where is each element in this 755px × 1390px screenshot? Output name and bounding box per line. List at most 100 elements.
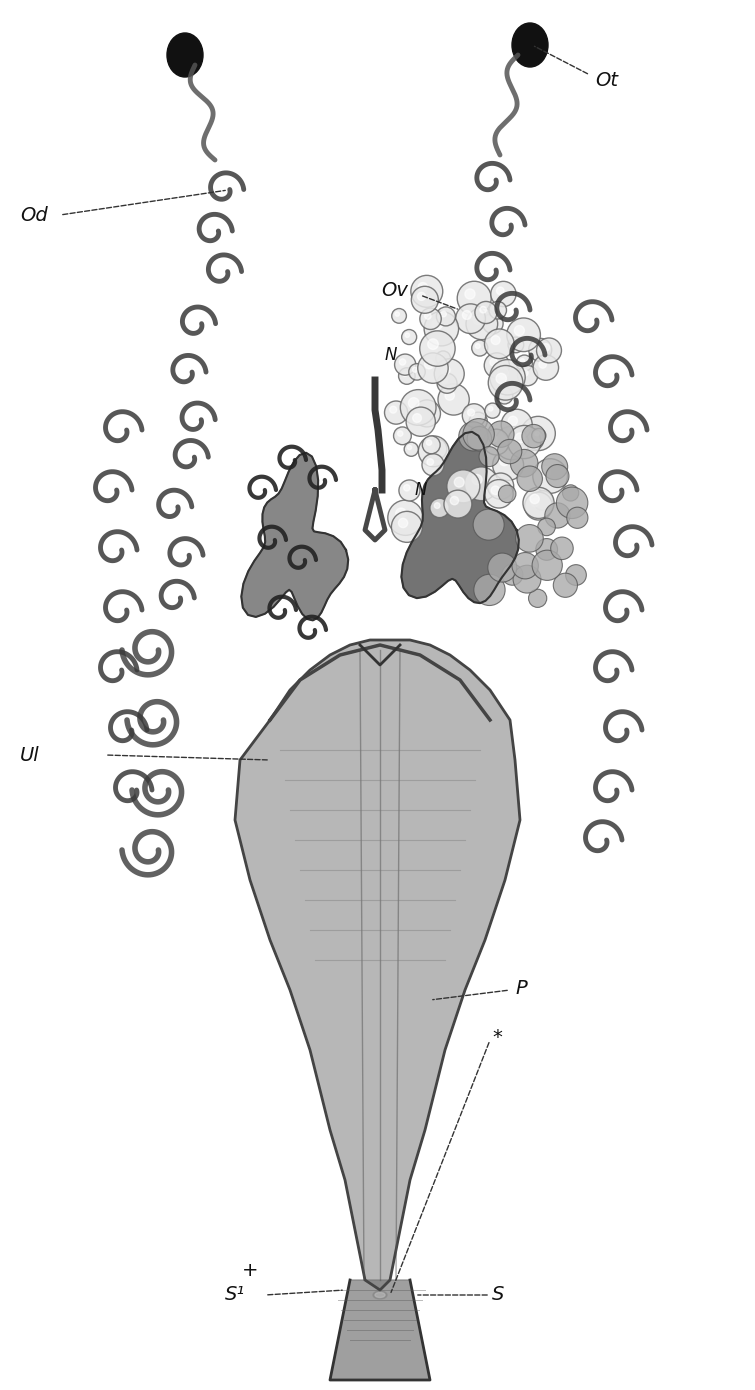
Circle shape [533, 491, 553, 510]
Circle shape [537, 338, 562, 363]
Text: N: N [415, 481, 427, 499]
Circle shape [510, 449, 538, 477]
Circle shape [545, 503, 570, 528]
Ellipse shape [375, 1293, 385, 1297]
Circle shape [533, 459, 568, 493]
Circle shape [542, 343, 550, 352]
Circle shape [473, 509, 504, 541]
Circle shape [525, 492, 553, 520]
Circle shape [489, 302, 507, 318]
Circle shape [565, 564, 587, 585]
Circle shape [516, 524, 544, 552]
Circle shape [399, 359, 405, 366]
Circle shape [488, 406, 493, 411]
Circle shape [501, 409, 532, 441]
Circle shape [393, 427, 411, 445]
Circle shape [556, 486, 588, 518]
Circle shape [434, 503, 440, 509]
Circle shape [400, 389, 436, 425]
Circle shape [462, 310, 471, 320]
Circle shape [430, 443, 437, 449]
Circle shape [522, 430, 544, 450]
Circle shape [539, 360, 547, 368]
Circle shape [485, 480, 513, 509]
Circle shape [458, 281, 492, 316]
Text: www.alamy.com: www.alamy.com [574, 1341, 725, 1359]
Circle shape [522, 424, 545, 448]
Circle shape [502, 564, 523, 585]
Circle shape [408, 445, 411, 449]
Circle shape [520, 359, 525, 364]
Text: N: N [385, 346, 397, 364]
Circle shape [392, 309, 406, 324]
Circle shape [491, 486, 500, 495]
Circle shape [384, 400, 408, 424]
Circle shape [479, 446, 499, 467]
Circle shape [538, 495, 544, 500]
Circle shape [406, 407, 436, 436]
Circle shape [515, 432, 525, 443]
Circle shape [469, 413, 487, 431]
Circle shape [546, 464, 569, 488]
Circle shape [513, 566, 541, 594]
Circle shape [463, 418, 495, 450]
Circle shape [418, 436, 449, 467]
Circle shape [396, 507, 406, 518]
Ellipse shape [167, 33, 203, 76]
Ellipse shape [373, 1291, 387, 1300]
Circle shape [441, 366, 450, 374]
Text: Ot: Ot [595, 71, 618, 89]
Polygon shape [242, 453, 348, 620]
Circle shape [408, 364, 425, 379]
Circle shape [445, 391, 455, 400]
Circle shape [442, 378, 448, 384]
Circle shape [498, 485, 516, 503]
Circle shape [567, 507, 588, 528]
Circle shape [523, 488, 554, 518]
Circle shape [507, 425, 541, 459]
Circle shape [496, 374, 507, 384]
Circle shape [528, 424, 539, 434]
Circle shape [402, 371, 407, 377]
Circle shape [450, 496, 458, 505]
Circle shape [495, 427, 528, 460]
Circle shape [425, 443, 434, 452]
Circle shape [444, 491, 472, 518]
Circle shape [418, 353, 448, 384]
Circle shape [500, 391, 505, 396]
Circle shape [472, 341, 488, 356]
Circle shape [414, 400, 440, 427]
Circle shape [491, 281, 516, 307]
Circle shape [562, 485, 579, 500]
Circle shape [496, 388, 513, 404]
Text: +: + [242, 1261, 258, 1280]
Circle shape [538, 518, 556, 535]
Circle shape [473, 316, 482, 325]
Circle shape [395, 311, 399, 317]
Circle shape [531, 499, 539, 507]
Circle shape [437, 374, 457, 393]
Circle shape [493, 306, 498, 310]
Circle shape [490, 359, 498, 366]
Text: S: S [492, 1286, 504, 1304]
Circle shape [508, 416, 517, 425]
Circle shape [408, 398, 419, 409]
Circle shape [439, 354, 443, 359]
Circle shape [420, 309, 441, 329]
Circle shape [413, 414, 421, 423]
Circle shape [512, 341, 516, 345]
Circle shape [464, 467, 498, 500]
Circle shape [418, 282, 427, 292]
Circle shape [422, 436, 440, 453]
Circle shape [487, 318, 494, 324]
Circle shape [527, 434, 534, 441]
Circle shape [424, 313, 431, 320]
Text: *: * [492, 1029, 502, 1048]
Circle shape [427, 459, 433, 466]
Circle shape [482, 313, 503, 334]
Circle shape [404, 485, 410, 491]
Circle shape [535, 432, 539, 436]
Circle shape [399, 480, 420, 500]
Circle shape [507, 318, 541, 352]
Polygon shape [235, 639, 520, 1290]
